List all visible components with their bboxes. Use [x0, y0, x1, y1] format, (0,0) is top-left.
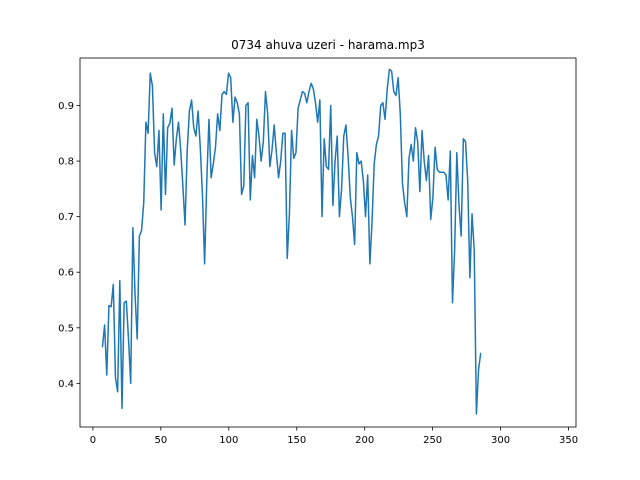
x-tick-label: 300 — [491, 435, 510, 446]
axes-frame — [79, 57, 577, 428]
y-tick-label: 0.8 — [58, 157, 74, 168]
x-tick-label: 250 — [423, 435, 442, 446]
x-tick-label: 50 — [154, 435, 167, 446]
y-tick-label: 0.9 — [58, 101, 74, 112]
y-tick-label: 0.4 — [58, 379, 74, 390]
y-tick-label: 0.5 — [58, 323, 74, 334]
series-line — [101, 68, 482, 415]
plot-area: 0 50 100 150 200 250 300 350 0.4 0.5 0.6 0.7 0.8 0.9 — [58, 57, 578, 446]
x-tick-label: 0 — [90, 435, 96, 446]
x-tick-label: 350 — [559, 435, 578, 446]
x-tick-label: 150 — [287, 435, 306, 446]
chart-title: 0734 ahuva uzeri - harama.mp3 — [231, 38, 425, 52]
x-tick-label: 200 — [355, 435, 374, 446]
x-tick-label: 100 — [219, 435, 238, 446]
y-tick-label: 0.7 — [58, 212, 74, 223]
y-tick-label: 0.6 — [58, 268, 74, 279]
